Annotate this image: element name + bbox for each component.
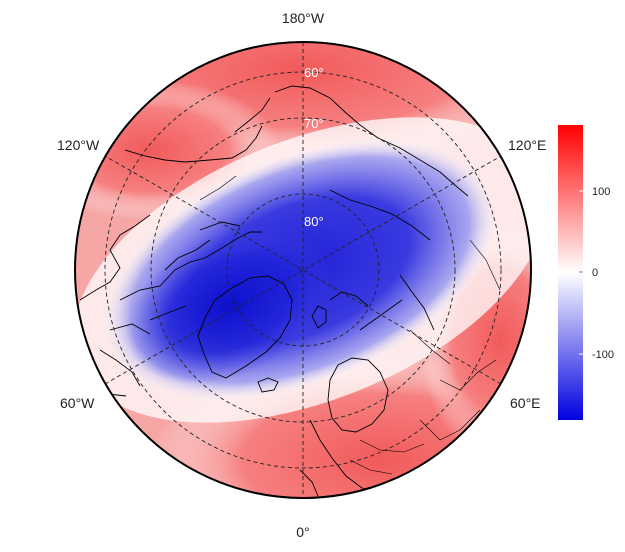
colorbar-tick-label-100: 100 [592,186,610,198]
lon-label-180w: 180°W [282,10,325,26]
blue-anomaly-core [126,226,334,384]
meridian-60e-120w [104,155,502,385]
canadian-archipelago-coast [109,221,262,335]
colorbar-tick-label-neg100: -100 [592,349,614,361]
graticule [104,42,502,498]
scandinavia-coast [327,357,389,433]
lat-label-60: 60° [304,65,324,80]
svalbard-coast [311,305,327,329]
colorbar-tick-label-0: 0 [592,267,598,279]
colorbar: 100 0 -100 [558,125,614,420]
lon-label-60w: 60°W [60,395,95,411]
lat-label-80: 80° [304,214,324,229]
alaska-coast [124,97,271,163]
siberia-coast [274,85,469,241]
lon-label-120w: 120°W [57,137,100,153]
lon-label-0: 0° [296,524,309,540]
lon-label-60e: 60°E [510,395,541,411]
iceland-coast [257,377,279,393]
colorbar-gradient [558,125,583,420]
map-boundary [74,41,532,499]
field-layer [75,42,531,498]
eurasia-arctic-coast [329,274,435,331]
lat-label-70: 70° [304,116,324,131]
meridian-60w-120e [104,155,502,385]
greenland-coast [197,275,293,379]
lon-label-120e: 120°E [508,137,546,153]
